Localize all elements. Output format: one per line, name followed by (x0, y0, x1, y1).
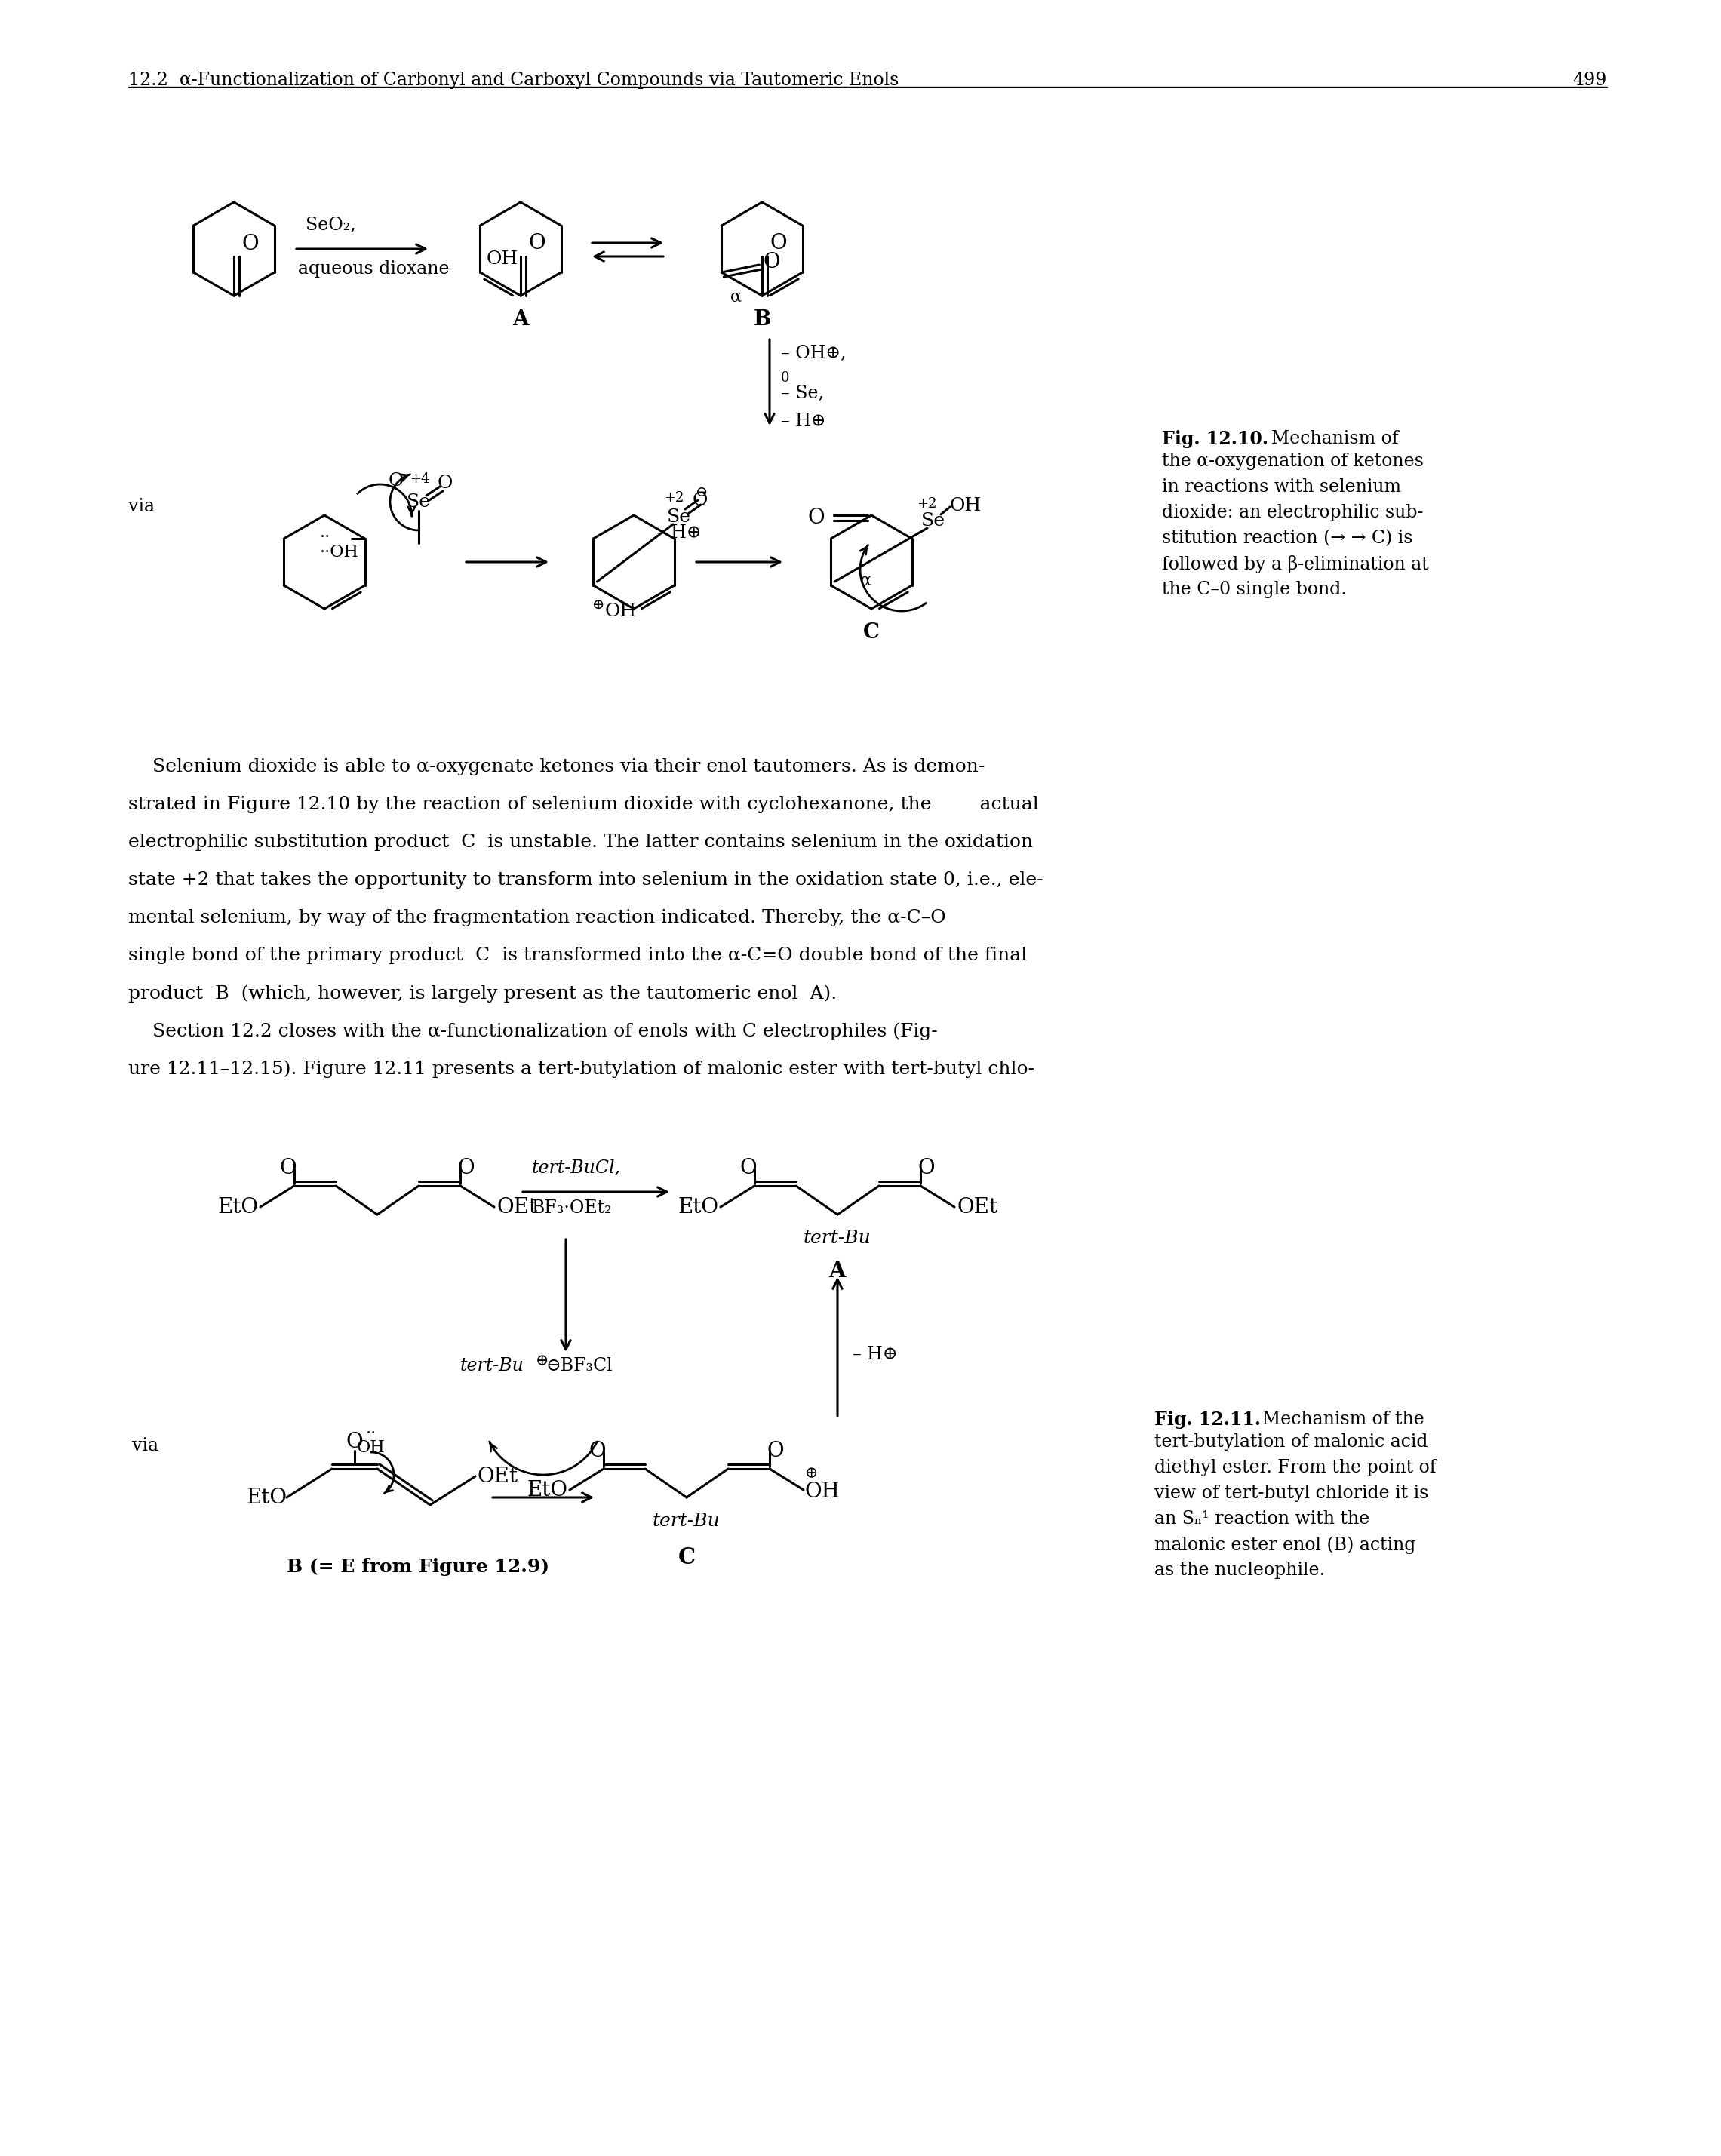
Text: tert-BuCl,: tert-BuCl, (532, 1160, 621, 1177)
Text: OEt: OEt (957, 1197, 998, 1218)
Text: O: O (243, 233, 260, 254)
Text: O: O (762, 252, 780, 272)
Text: O: O (917, 1158, 935, 1179)
Text: O: O (768, 1440, 785, 1462)
Text: OEt: OEt (496, 1197, 537, 1218)
Text: O: O (769, 233, 786, 254)
Text: EtO: EtO (527, 1479, 568, 1501)
Text: mental selenium, by way of the fragmentation reaction indicated. Thereby, the α-: mental selenium, by way of the fragmenta… (129, 910, 947, 927)
Text: OH: OH (606, 602, 637, 619)
Text: α: α (731, 289, 742, 306)
Text: O: O (740, 1158, 757, 1179)
Text: Fig. 12.10.: Fig. 12.10. (1162, 429, 1268, 448)
Text: A: A (513, 308, 528, 330)
Text: α: α (860, 573, 871, 589)
Text: Section 12.2 closes with the α-functionalization of enols with C electrophiles (: Section 12.2 closes with the α-functiona… (129, 1022, 938, 1039)
Text: A: A (830, 1259, 847, 1281)
Text: ..
··OH: .. ··OH (320, 524, 360, 561)
Text: +2: +2 (664, 492, 683, 505)
Text: Mechanism of: Mechanism of (1260, 429, 1399, 446)
Text: view of tert-butyl chloride it is: view of tert-butyl chloride it is (1155, 1485, 1428, 1503)
Text: tert-butylation of malonic acid: tert-butylation of malonic acid (1155, 1434, 1428, 1451)
Text: strated in Figure 12.10 by the reaction of selenium dioxide with cyclohexanone, : strated in Figure 12.10 by the reaction … (129, 796, 1039, 813)
Text: O: O (807, 507, 824, 528)
Text: via: via (133, 1438, 158, 1455)
Text: O: O (281, 1158, 296, 1179)
Text: ⊕: ⊕ (535, 1354, 549, 1369)
Text: O: O (389, 472, 404, 489)
Text: EtO: EtO (246, 1488, 287, 1507)
Text: 12.2  α-Functionalization of Carbonyl and Carboxyl Compounds via Tautomeric Enol: 12.2 α-Functionalization of Carbonyl and… (129, 71, 898, 88)
Text: followed by a β-elimination at: followed by a β-elimination at (1162, 556, 1428, 573)
Text: EtO: EtO (678, 1197, 718, 1218)
Text: the α-oxygenation of ketones: the α-oxygenation of ketones (1162, 453, 1423, 470)
Text: OH: OH (485, 250, 518, 267)
Text: product  B  (which, however, is largely present as the tautomeric enol  A).: product B (which, however, is largely pr… (129, 985, 836, 1003)
Text: Selenium dioxide is able to α-oxygenate ketones via their enol tautomers. As is : Selenium dioxide is able to α-oxygenate … (129, 759, 984, 776)
Text: Mechanism of the: Mechanism of the (1251, 1410, 1425, 1427)
Text: as the nucleophile.: as the nucleophile. (1155, 1561, 1325, 1578)
Text: 499: 499 (1573, 71, 1607, 88)
Text: BF₃·OEt₂: BF₃·OEt₂ (532, 1199, 613, 1216)
Text: tert-Bu: tert-Bu (652, 1514, 721, 1531)
Text: tert-Bu: tert-Bu (460, 1356, 525, 1373)
Text: +2: +2 (917, 498, 936, 511)
Text: SeO₂,: SeO₂, (306, 216, 356, 233)
Text: B (= E from Figure 12.9): B (= E from Figure 12.9) (287, 1559, 549, 1576)
Text: O: O (346, 1432, 363, 1453)
Text: ure 12.11–12.15). Figure 12.11 presents a tert-butylation of malonic ester with : ure 12.11–12.15). Figure 12.11 presents … (129, 1061, 1034, 1078)
Text: in reactions with selenium: in reactions with selenium (1162, 479, 1401, 496)
Text: OH: OH (805, 1481, 840, 1501)
Text: malonic ester enol (B) acting: malonic ester enol (B) acting (1155, 1535, 1416, 1554)
Text: OEt: OEt (477, 1466, 518, 1485)
Text: Se: Se (921, 511, 945, 528)
Text: single bond of the primary product  C  is transformed into the α-C=O double bond: single bond of the primary product C is … (129, 946, 1027, 964)
Text: diethyl ester. From the point of: diethyl ester. From the point of (1155, 1460, 1437, 1477)
Text: ⊕: ⊕ (592, 597, 604, 612)
Text: Se: Se (406, 494, 430, 511)
Text: electrophilic substitution product  C  is unstable. The latter contains selenium: electrophilic substitution product C is … (129, 834, 1033, 852)
Text: O: O (528, 233, 546, 254)
Text: Se: Se (668, 509, 692, 526)
Text: O: O (437, 474, 453, 492)
Text: state +2 that takes the opportunity to transform into selenium in the oxidation : state +2 that takes the opportunity to t… (129, 871, 1043, 888)
Text: OH: OH (950, 496, 981, 513)
Text: ⊕: ⊕ (805, 1466, 817, 1481)
Text: – Se,: – Se, (781, 384, 824, 401)
Text: aqueous dioxane: aqueous dioxane (298, 261, 449, 278)
Text: an Sₙ¹ reaction with the: an Sₙ¹ reaction with the (1155, 1509, 1370, 1529)
Text: Fig. 12.11.: Fig. 12.11. (1155, 1410, 1261, 1429)
Text: ..
OH: .. OH (356, 1421, 386, 1455)
Text: – H⊕: – H⊕ (781, 412, 826, 429)
Text: ⊖BF₃Cl: ⊖BF₃Cl (546, 1356, 613, 1373)
Text: C: C (864, 623, 879, 642)
Text: tert-Bu: tert-Bu (804, 1229, 871, 1246)
Text: C: C (678, 1546, 695, 1567)
Text: stitution reaction (→ → C) is: stitution reaction (→ → C) is (1162, 530, 1413, 548)
Text: +4: +4 (410, 472, 430, 485)
Text: O: O (589, 1440, 606, 1462)
Text: EtO: EtO (217, 1197, 258, 1218)
Text: the C–0 single bond.: the C–0 single bond. (1162, 580, 1348, 597)
Text: 0: 0 (781, 371, 790, 384)
Text: – H⊕: – H⊕ (656, 524, 700, 541)
Text: dioxide: an electrophilic sub-: dioxide: an electrophilic sub- (1162, 505, 1423, 522)
Text: O: O (692, 492, 707, 509)
Text: – OH⊕,: – OH⊕, (781, 345, 847, 362)
Text: – H⊕: – H⊕ (852, 1345, 897, 1363)
Text: ⊖: ⊖ (695, 485, 707, 500)
Text: B: B (754, 308, 771, 330)
Text: via: via (129, 498, 155, 515)
Text: O: O (458, 1158, 475, 1179)
